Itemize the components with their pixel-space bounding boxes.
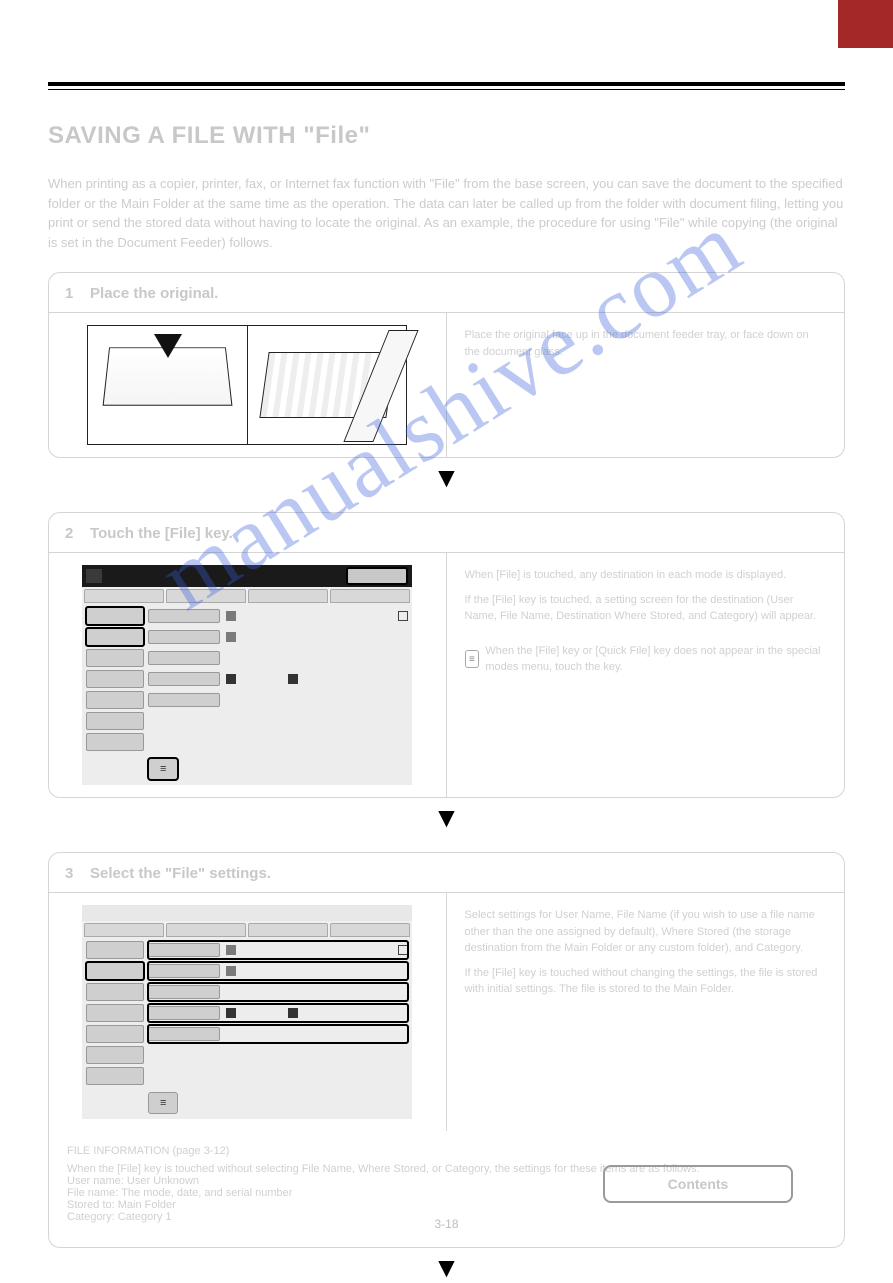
contents-label: Contents <box>668 1176 729 1192</box>
panel-main <box>148 941 408 1085</box>
printer-illustration <box>87 325 407 445</box>
step-description: Place the original face up in the docume… <box>447 313 845 457</box>
page-number: 3-18 <box>434 1217 458 1231</box>
sidebar-item[interactable] <box>86 1004 144 1022</box>
step-heading: 3 Select the "File" settings. <box>49 853 844 892</box>
step-illustration: ≡ <box>49 553 447 797</box>
touch-panel-mock: ≡ <box>82 565 412 785</box>
step-card-1: 1 Place the original. Place the original… <box>48 272 845 458</box>
step-illustration <box>49 313 447 457</box>
note-row: ≡ When the [File] key or [Quick File] ke… <box>465 643 827 676</box>
header-accent-bar <box>838 0 893 48</box>
sidebar-item[interactable] <box>86 628 144 646</box>
panel-tab[interactable] <box>84 589 164 603</box>
panel-tab[interactable] <box>248 923 328 937</box>
sidebar-item[interactable] <box>86 670 144 688</box>
sidebar-item[interactable] <box>86 1046 144 1064</box>
panel-footer: ≡ <box>82 755 412 785</box>
sidebar-item[interactable] <box>86 1025 144 1043</box>
step-number: 2 <box>65 525 73 542</box>
step-text: If the [File] key is touched without cha… <box>465 965 827 998</box>
flow-arrow-icon: ▼ <box>48 1254 845 1282</box>
step-text: Place the original face up in the docume… <box>465 327 827 360</box>
touch-panel-mock: ≡ <box>82 905 412 1119</box>
panel-row[interactable] <box>148 607 408 625</box>
flow-arrow-icon: ▼ <box>48 464 845 492</box>
ok-button[interactable] <box>346 567 408 585</box>
sidebar-item[interactable] <box>86 1067 144 1085</box>
panel-main <box>148 607 408 751</box>
step-illustration: ≡ <box>49 893 447 1131</box>
panel-tabs <box>82 921 412 937</box>
panel-titlebar <box>82 565 412 587</box>
document-glass-illust <box>248 326 407 444</box>
panel-tab[interactable] <box>166 589 246 603</box>
sidebar-item[interactable] <box>86 962 144 980</box>
panel-row[interactable] <box>148 649 408 667</box>
sidebar-item[interactable] <box>86 607 144 625</box>
panel-row[interactable] <box>148 941 408 959</box>
panel-titlebar <box>82 905 412 921</box>
contents-button[interactable]: Contents <box>603 1165 793 1203</box>
sidebar-item[interactable] <box>86 649 144 667</box>
step-number: 3 <box>65 865 73 882</box>
step-text: Select settings for User Name, File Name… <box>465 907 827 957</box>
panel-tabs <box>82 587 412 603</box>
panel-row[interactable] <box>148 1004 408 1022</box>
document-feeder-illust <box>88 326 248 444</box>
step-title: Touch the [File] key. <box>90 525 233 542</box>
special-modes-button[interactable]: ≡ <box>148 758 178 780</box>
panel-sidebar <box>86 607 144 751</box>
panel-tab[interactable] <box>330 923 410 937</box>
step-description: Select settings for User Name, File Name… <box>447 893 845 1131</box>
horizontal-rule <box>48 82 845 90</box>
sidebar-item[interactable] <box>86 691 144 709</box>
page-title: SAVING A FILE WITH "File" <box>48 122 845 150</box>
panel-sidebar <box>86 941 144 1085</box>
step-card-2: 2 Touch the [File] key. <box>48 512 845 798</box>
panel-row[interactable] <box>148 691 408 709</box>
step-text: If the [File] key is touched, a setting … <box>465 592 827 625</box>
panel-row[interactable] <box>148 962 408 980</box>
menu-icon: ≡ <box>465 650 480 668</box>
page-content: SAVING A FILE WITH "File" When printing … <box>0 0 893 1282</box>
special-modes-button[interactable]: ≡ <box>148 1092 178 1114</box>
panel-footer: ≡ <box>82 1089 412 1119</box>
panel-tab[interactable] <box>166 923 246 937</box>
sidebar-item[interactable] <box>86 712 144 730</box>
step-number: 1 <box>65 285 73 302</box>
page-subtitle: When printing as a copier, printer, fax,… <box>48 174 845 252</box>
extra-line: FILE INFORMATION (page 3-12) <box>67 1145 826 1157</box>
down-arrow-illust <box>154 334 182 358</box>
step-title: Select the "File" settings. <box>90 865 271 882</box>
mode-icon <box>86 569 102 583</box>
top-rule <box>48 20 845 90</box>
sidebar-item[interactable] <box>86 941 144 959</box>
step-title: Place the original. <box>90 285 218 302</box>
flow-arrow-icon: ▼ <box>48 804 845 832</box>
note-text: When the [File] key or [Quick File] key … <box>485 643 826 676</box>
panel-row[interactable] <box>148 1025 408 1043</box>
sidebar-item[interactable] <box>86 733 144 751</box>
panel-tab[interactable] <box>330 589 410 603</box>
panel-row[interactable] <box>148 670 408 688</box>
step-heading: 2 Touch the [File] key. <box>49 513 844 552</box>
step-text: When [File] is touched, any destination … <box>465 567 827 584</box>
step-description: When [File] is touched, any destination … <box>447 553 845 797</box>
panel-tab[interactable] <box>84 923 164 937</box>
sidebar-item[interactable] <box>86 983 144 1001</box>
step-heading: 1 Place the original. <box>49 273 844 312</box>
panel-row[interactable] <box>148 983 408 1001</box>
panel-tab[interactable] <box>248 589 328 603</box>
panel-row[interactable] <box>148 628 408 646</box>
